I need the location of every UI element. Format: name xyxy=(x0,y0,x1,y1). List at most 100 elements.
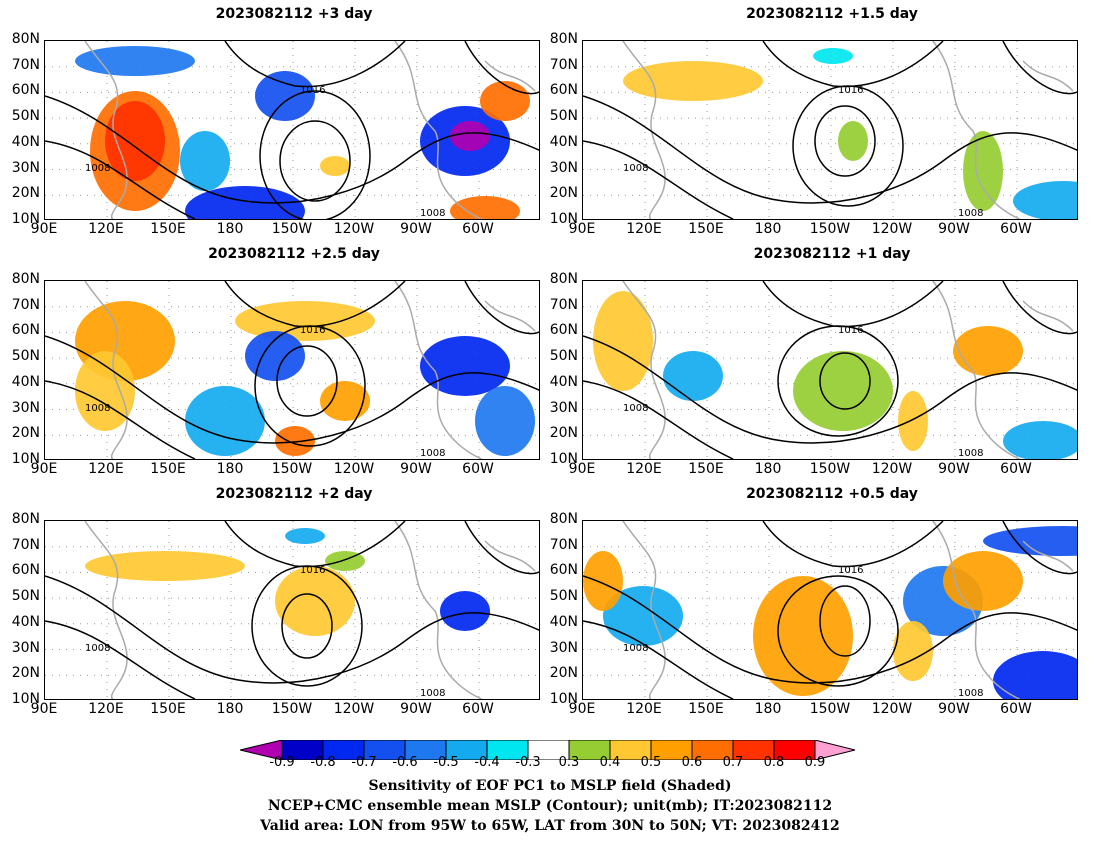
sensitivity-shading xyxy=(963,131,1003,211)
map-panel: 1016 1008 1008 xyxy=(582,520,1078,700)
colorbar-tick-label: -0.3 xyxy=(515,755,541,770)
longitude-tick-label: 150E xyxy=(150,461,186,477)
longitude-tick-label: 90E xyxy=(568,701,596,717)
latitude-tick-label: 50N xyxy=(549,348,578,365)
longitude-tick-label: 180 xyxy=(754,461,782,477)
latitude-tick-label: 50N xyxy=(11,108,40,125)
longitude-tick-label: 90E xyxy=(568,221,596,237)
map-panel: 1016 1008 1008 xyxy=(44,40,540,220)
map-svg: 1016 1008 1008 xyxy=(45,281,539,459)
isobar-contour xyxy=(583,521,1077,699)
coastline xyxy=(84,521,536,699)
latitude-tick-label: 10N xyxy=(549,690,578,707)
longitude-tick-label: 150W xyxy=(809,221,851,237)
longitude-tick-label: 150W xyxy=(809,461,851,477)
panel-title: 2023082112 +2 day xyxy=(215,486,373,502)
latitude-tick-label: 20N xyxy=(11,425,40,442)
sensitivity-shading xyxy=(180,131,230,191)
latitude-tick-label: 70N xyxy=(11,536,40,553)
latitude-tick-label: 10N xyxy=(549,210,578,227)
sensitivity-shading xyxy=(275,426,315,456)
sensitivity-shading xyxy=(623,61,763,101)
longitude-tick-label: 150E xyxy=(688,461,724,477)
longitude-tick-label: 120E xyxy=(626,461,662,477)
longitude-tick-label: 120W xyxy=(871,701,913,717)
sensitivity-shading xyxy=(793,351,893,431)
longitude-tick-label: 120W xyxy=(333,221,375,237)
isobar-label: 1008 xyxy=(958,448,983,459)
sensitivity-shading xyxy=(480,81,530,121)
isobar-label: 1008 xyxy=(623,403,648,414)
colorbar-segment xyxy=(814,740,856,760)
latitude-tick-label: 30N xyxy=(11,159,40,176)
longitude-tick-label: 90W xyxy=(400,701,432,717)
isobar-contour xyxy=(45,41,539,219)
longitude-tick-label: 180 xyxy=(216,461,244,477)
latitude-tick-label: 10N xyxy=(11,450,40,467)
longitude-tick-label: 90E xyxy=(30,461,58,477)
longitude-tick-label: 180 xyxy=(754,221,782,237)
latitude-tick-label: 50N xyxy=(11,348,40,365)
longitude-tick-label: 90W xyxy=(400,461,432,477)
isobar-contour xyxy=(279,120,351,202)
latitude-tick-label: 60N xyxy=(549,82,578,99)
latitude-tick-label: 60N xyxy=(549,562,578,579)
latitude-tick-label: 30N xyxy=(11,399,40,416)
coastline xyxy=(622,281,1074,459)
colorbar-tick-label: -0.9 xyxy=(269,755,295,770)
isobar-contour xyxy=(254,325,366,447)
map-svg: 1016 1008 1008 xyxy=(45,521,539,699)
isobar-label: 1008 xyxy=(420,208,445,219)
longitude-tick-label: 60W xyxy=(1000,461,1032,477)
latitude-tick-label: 20N xyxy=(11,185,40,202)
isobar-label: 1008 xyxy=(420,688,445,699)
isobar-contour xyxy=(777,575,899,687)
coastline xyxy=(84,41,536,219)
isobar-contour xyxy=(777,325,899,437)
longitude-tick-label: 60W xyxy=(1000,221,1032,237)
sensitivity-shading xyxy=(245,331,305,381)
isobar-label: 1008 xyxy=(958,688,983,699)
isobar-label: 1008 xyxy=(623,163,648,174)
caption-line-1: Sensitivity of EOF PC1 to MSLP field (Sh… xyxy=(368,778,732,794)
sensitivity-shading xyxy=(105,101,165,181)
sensitivity-shading xyxy=(475,386,535,456)
sensitivity-shading xyxy=(440,591,490,631)
longitude-tick-label: 60W xyxy=(1000,701,1032,717)
longitude-tick-label: 120E xyxy=(88,701,124,717)
latitude-tick-label: 40N xyxy=(549,613,578,630)
isobar-contour xyxy=(276,345,338,417)
sensitivity-shading xyxy=(275,566,355,636)
caption-line-2: NCEP+CMC ensemble mean MSLP (Contour); u… xyxy=(267,798,833,814)
latitude-tick-label: 70N xyxy=(549,536,578,553)
sensitivity-shading xyxy=(813,48,853,64)
longitude-tick-label: 60W xyxy=(462,461,494,477)
isobar-label: 1016 xyxy=(838,565,863,576)
latitude-tick-label: 70N xyxy=(11,56,40,73)
isobar-contour xyxy=(583,281,1077,459)
longitude-tick-label: 90E xyxy=(30,221,58,237)
longitude-tick-label: 90E xyxy=(568,461,596,477)
colorbar-tick-label: 0.8 xyxy=(763,755,785,770)
latitude-tick-label: 20N xyxy=(549,185,578,202)
colorbar-tick-label: 0.6 xyxy=(681,755,703,770)
map-panel: 1016 1008 1008 xyxy=(44,280,540,460)
isobar-contour xyxy=(45,521,539,699)
sensitivity-shading xyxy=(953,326,1023,376)
isobar-label: 1016 xyxy=(300,325,325,336)
latitude-tick-label: 40N xyxy=(549,133,578,150)
latitude-tick-label: 40N xyxy=(11,613,40,630)
sensitivity-shading xyxy=(320,156,350,176)
latitude-tick-label: 70N xyxy=(11,296,40,313)
map-svg: 1016 1008 1008 xyxy=(583,41,1077,219)
latitude-tick-label: 30N xyxy=(11,639,40,656)
longitude-tick-label: 120E xyxy=(626,701,662,717)
isobar-contour xyxy=(45,281,539,459)
longitude-tick-label: 90W xyxy=(400,221,432,237)
longitude-tick-label: 180 xyxy=(216,221,244,237)
latitude-tick-label: 20N xyxy=(549,425,578,442)
latitude-tick-label: 20N xyxy=(11,665,40,682)
latitude-tick-label: 40N xyxy=(11,373,40,390)
sensitivity-shading xyxy=(838,121,868,161)
latitude-tick-label: 40N xyxy=(549,373,578,390)
